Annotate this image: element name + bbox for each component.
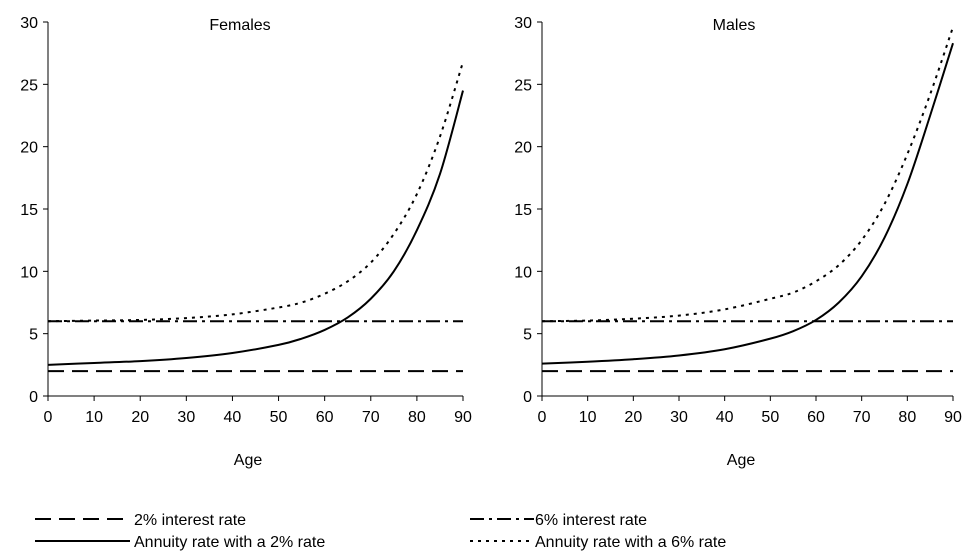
males-x-tick-label: 20 xyxy=(624,409,642,426)
males-x-tick-label: 0 xyxy=(538,409,547,426)
females-x-tick-label: 30 xyxy=(177,409,195,426)
legend-label-annuity-6pct: Annuity rate with a 6% rate xyxy=(535,534,726,551)
males-x-tick-label: 80 xyxy=(898,409,916,426)
legend-label-6pct-interest: 6% interest rate xyxy=(535,512,647,529)
males-y-tick-label: 25 xyxy=(514,77,532,94)
legend-label-2pct-interest: 2% interest rate xyxy=(134,512,246,529)
females-y-tick-label: 20 xyxy=(20,140,38,157)
females-x-tick-label: 10 xyxy=(85,409,103,426)
males-x-axis-label: Age xyxy=(727,452,756,469)
females-y-tick-label: 30 xyxy=(20,15,38,32)
males-series-annuity-2pct xyxy=(541,42,954,365)
females-y-tick-label: 15 xyxy=(20,202,38,219)
males-x-tick-label: 70 xyxy=(853,409,871,426)
males-x-tick-label: 30 xyxy=(670,409,688,426)
males-series-annuity-6pct xyxy=(541,26,954,323)
males-y-tick-label: 5 xyxy=(523,327,532,344)
females-y-tick-label: 10 xyxy=(20,264,38,281)
females-panel-title: Females xyxy=(209,17,270,34)
legend: 2% interest rate Annuity rate with a 2% … xyxy=(35,512,726,551)
females-x-tick-label: 80 xyxy=(408,409,426,426)
males-x-tick-label: 60 xyxy=(807,409,825,426)
males-y-tick-label: 0 xyxy=(523,389,532,406)
males-panel: Males Age 0 5 10 15 20 25 30 0 10 20 30 40 50 60 70 80 9… xyxy=(514,15,962,469)
females-x-tick-label: 0 xyxy=(44,409,53,426)
females-y-tick-label: 0 xyxy=(29,389,38,406)
females-panel: Females Age 0 5 10 15 20 25 30 0 10 20 30 40 50 60 70 8… xyxy=(20,15,472,469)
males-y-tick-label: 10 xyxy=(514,264,532,281)
females-x-tick-label: 50 xyxy=(270,409,288,426)
males-y-tick-label: 15 xyxy=(514,202,532,219)
males-y-tick-label: 30 xyxy=(514,15,532,32)
females-x-tick-label: 90 xyxy=(454,409,472,426)
females-x-tick-label: 20 xyxy=(131,409,149,426)
females-x-axis-label: Age xyxy=(234,452,263,469)
females-x-tick-label: 70 xyxy=(362,409,380,426)
females-x-tick-label: 60 xyxy=(316,409,334,426)
females-series-annuity-6pct xyxy=(47,61,464,323)
males-y-tick-label: 20 xyxy=(514,140,532,157)
legend-label-annuity-2pct: Annuity rate with a 2% rate xyxy=(134,534,325,551)
males-panel-title: Males xyxy=(713,17,756,34)
males-x-tick-label: 40 xyxy=(716,409,734,426)
males-x-tick-label: 90 xyxy=(944,409,962,426)
females-series-annuity-2pct xyxy=(47,90,464,366)
females-x-tick-label: 40 xyxy=(224,409,242,426)
females-y-tick-label: 5 xyxy=(29,327,38,344)
males-x-tick-label: 10 xyxy=(579,409,597,426)
males-x-tick-label: 50 xyxy=(761,409,779,426)
females-y-tick-label: 25 xyxy=(20,77,38,94)
